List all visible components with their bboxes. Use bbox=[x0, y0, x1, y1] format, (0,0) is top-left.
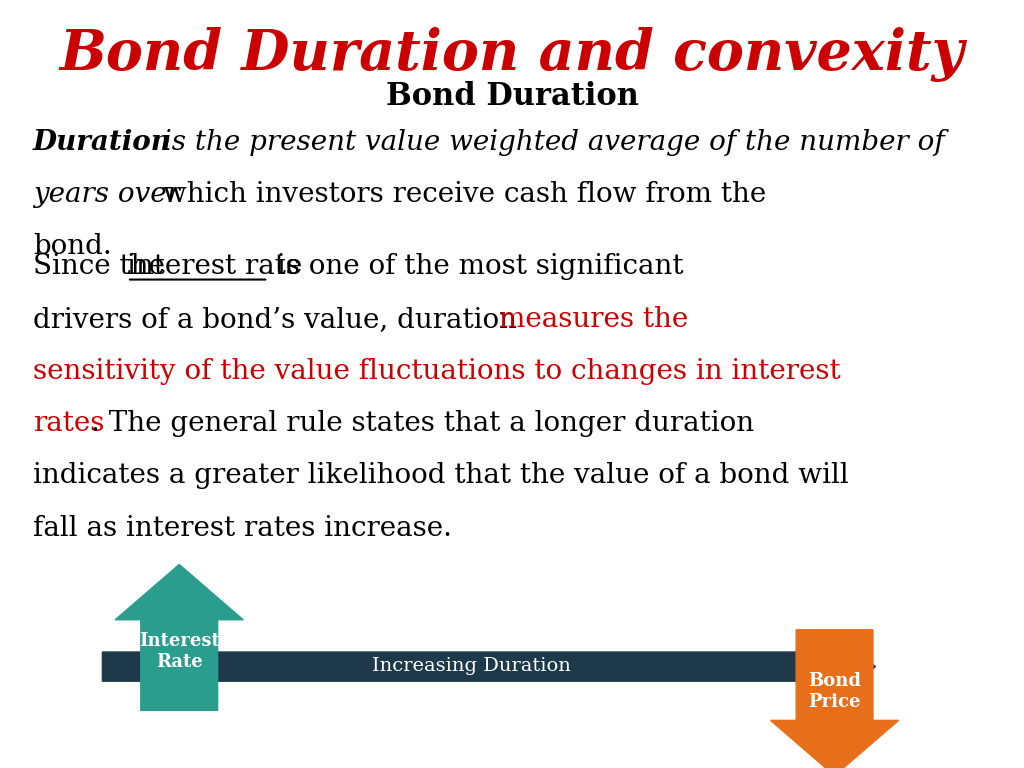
Text: drivers of a bond’s value, duration: drivers of a bond’s value, duration bbox=[33, 306, 525, 333]
Text: bond.: bond. bbox=[33, 233, 112, 260]
FancyArrow shape bbox=[115, 564, 244, 710]
Text: is one of the most significant: is one of the most significant bbox=[268, 253, 684, 280]
Text: which investors receive cash flow from the: which investors receive cash flow from t… bbox=[154, 181, 766, 208]
Text: sensitivity of the value fluctuations to changes in interest: sensitivity of the value fluctuations to… bbox=[33, 358, 841, 385]
Text: fall as interest rates increase.: fall as interest rates increase. bbox=[33, 515, 452, 541]
Text: Duration: Duration bbox=[33, 129, 172, 156]
Text: Since the: Since the bbox=[33, 253, 173, 280]
Text: Increasing Duration: Increasing Duration bbox=[372, 657, 570, 675]
Text: Bond
Price: Bond Price bbox=[808, 672, 861, 710]
Text: indicates a greater likelihood that the value of a bond will: indicates a greater likelihood that the … bbox=[33, 462, 849, 489]
FancyArrow shape bbox=[102, 644, 876, 689]
Text: . The general rule states that a longer duration: . The general rule states that a longer … bbox=[91, 410, 755, 437]
FancyArrow shape bbox=[770, 630, 899, 768]
Text: measures the: measures the bbox=[499, 306, 688, 333]
Text: years over: years over bbox=[33, 181, 179, 208]
Text: rates: rates bbox=[33, 410, 104, 437]
Text: Bond Duration and convexity: Bond Duration and convexity bbox=[59, 27, 965, 82]
Text: interest rate: interest rate bbox=[127, 253, 302, 280]
Text: is the present value weighted average of the number of: is the present value weighted average of… bbox=[154, 129, 944, 156]
Text: Bond Duration: Bond Duration bbox=[385, 81, 639, 111]
Text: Interest
Rate: Interest Rate bbox=[139, 632, 219, 670]
